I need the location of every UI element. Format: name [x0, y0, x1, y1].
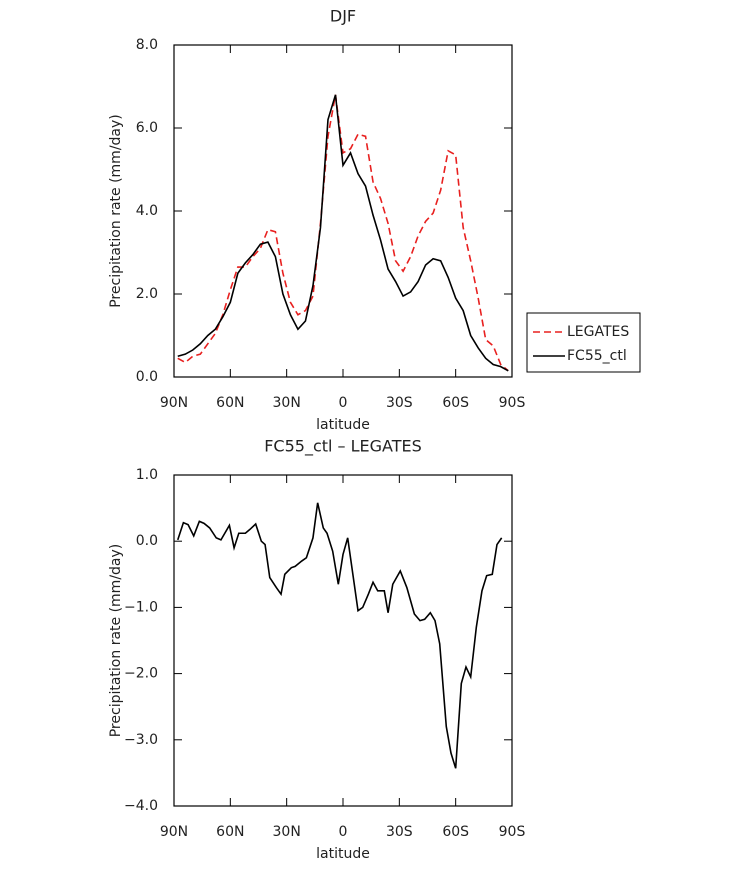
x-axis-label: latitude	[316, 417, 370, 433]
x-tick-label: 0	[339, 395, 348, 411]
x-tick-label: 60N	[216, 395, 244, 411]
x-tick-label: 60N	[216, 824, 244, 840]
x-tick-label: 30S	[386, 824, 413, 840]
x-tick-label: 0	[339, 824, 348, 840]
data-line	[176, 502, 503, 769]
x-tick-label: 60S	[442, 395, 469, 411]
y-axis-label: Precipitation rate (mm/day)	[108, 114, 124, 308]
chart-title: FC55_ctl – LEGATES	[264, 437, 422, 457]
data-line	[177, 94, 509, 372]
data-line	[177, 94, 509, 372]
x-tick-label: 90S	[499, 395, 526, 411]
plot-frame	[173, 44, 513, 378]
y-tick-label: 8.0	[136, 37, 158, 53]
y-tick-label: 0.0	[136, 533, 158, 549]
y-tick-label: −3.0	[124, 732, 158, 748]
y-tick-label: −2.0	[124, 666, 158, 682]
legend-label: FC55_ctl	[567, 348, 627, 364]
x-tick-label: 90N	[160, 395, 188, 411]
x-tick-label: 30N	[273, 824, 301, 840]
x-tick-label: 30N	[273, 395, 301, 411]
y-tick-label: 1.0	[136, 467, 158, 483]
x-tick-label: 60S	[442, 824, 469, 840]
chart-title: DJF	[330, 7, 356, 26]
x-axis-label: latitude	[316, 846, 370, 862]
y-tick-label: −1.0	[124, 599, 158, 615]
y-tick-label: 0.0	[136, 369, 158, 385]
y-tick-label: −4.0	[124, 798, 158, 814]
x-tick-label: 90S	[499, 824, 526, 840]
y-tick-label: 6.0	[136, 120, 158, 136]
plot-frame	[173, 474, 513, 807]
legend-label: LEGATES	[567, 324, 629, 340]
y-tick-label: 2.0	[136, 286, 158, 302]
x-tick-label: 90N	[160, 824, 188, 840]
y-tick-label: 4.0	[136, 203, 158, 219]
x-tick-label: 30S	[386, 395, 413, 411]
y-axis-label: Precipitation rate (mm/day)	[108, 544, 124, 738]
legend-box	[526, 312, 641, 373]
